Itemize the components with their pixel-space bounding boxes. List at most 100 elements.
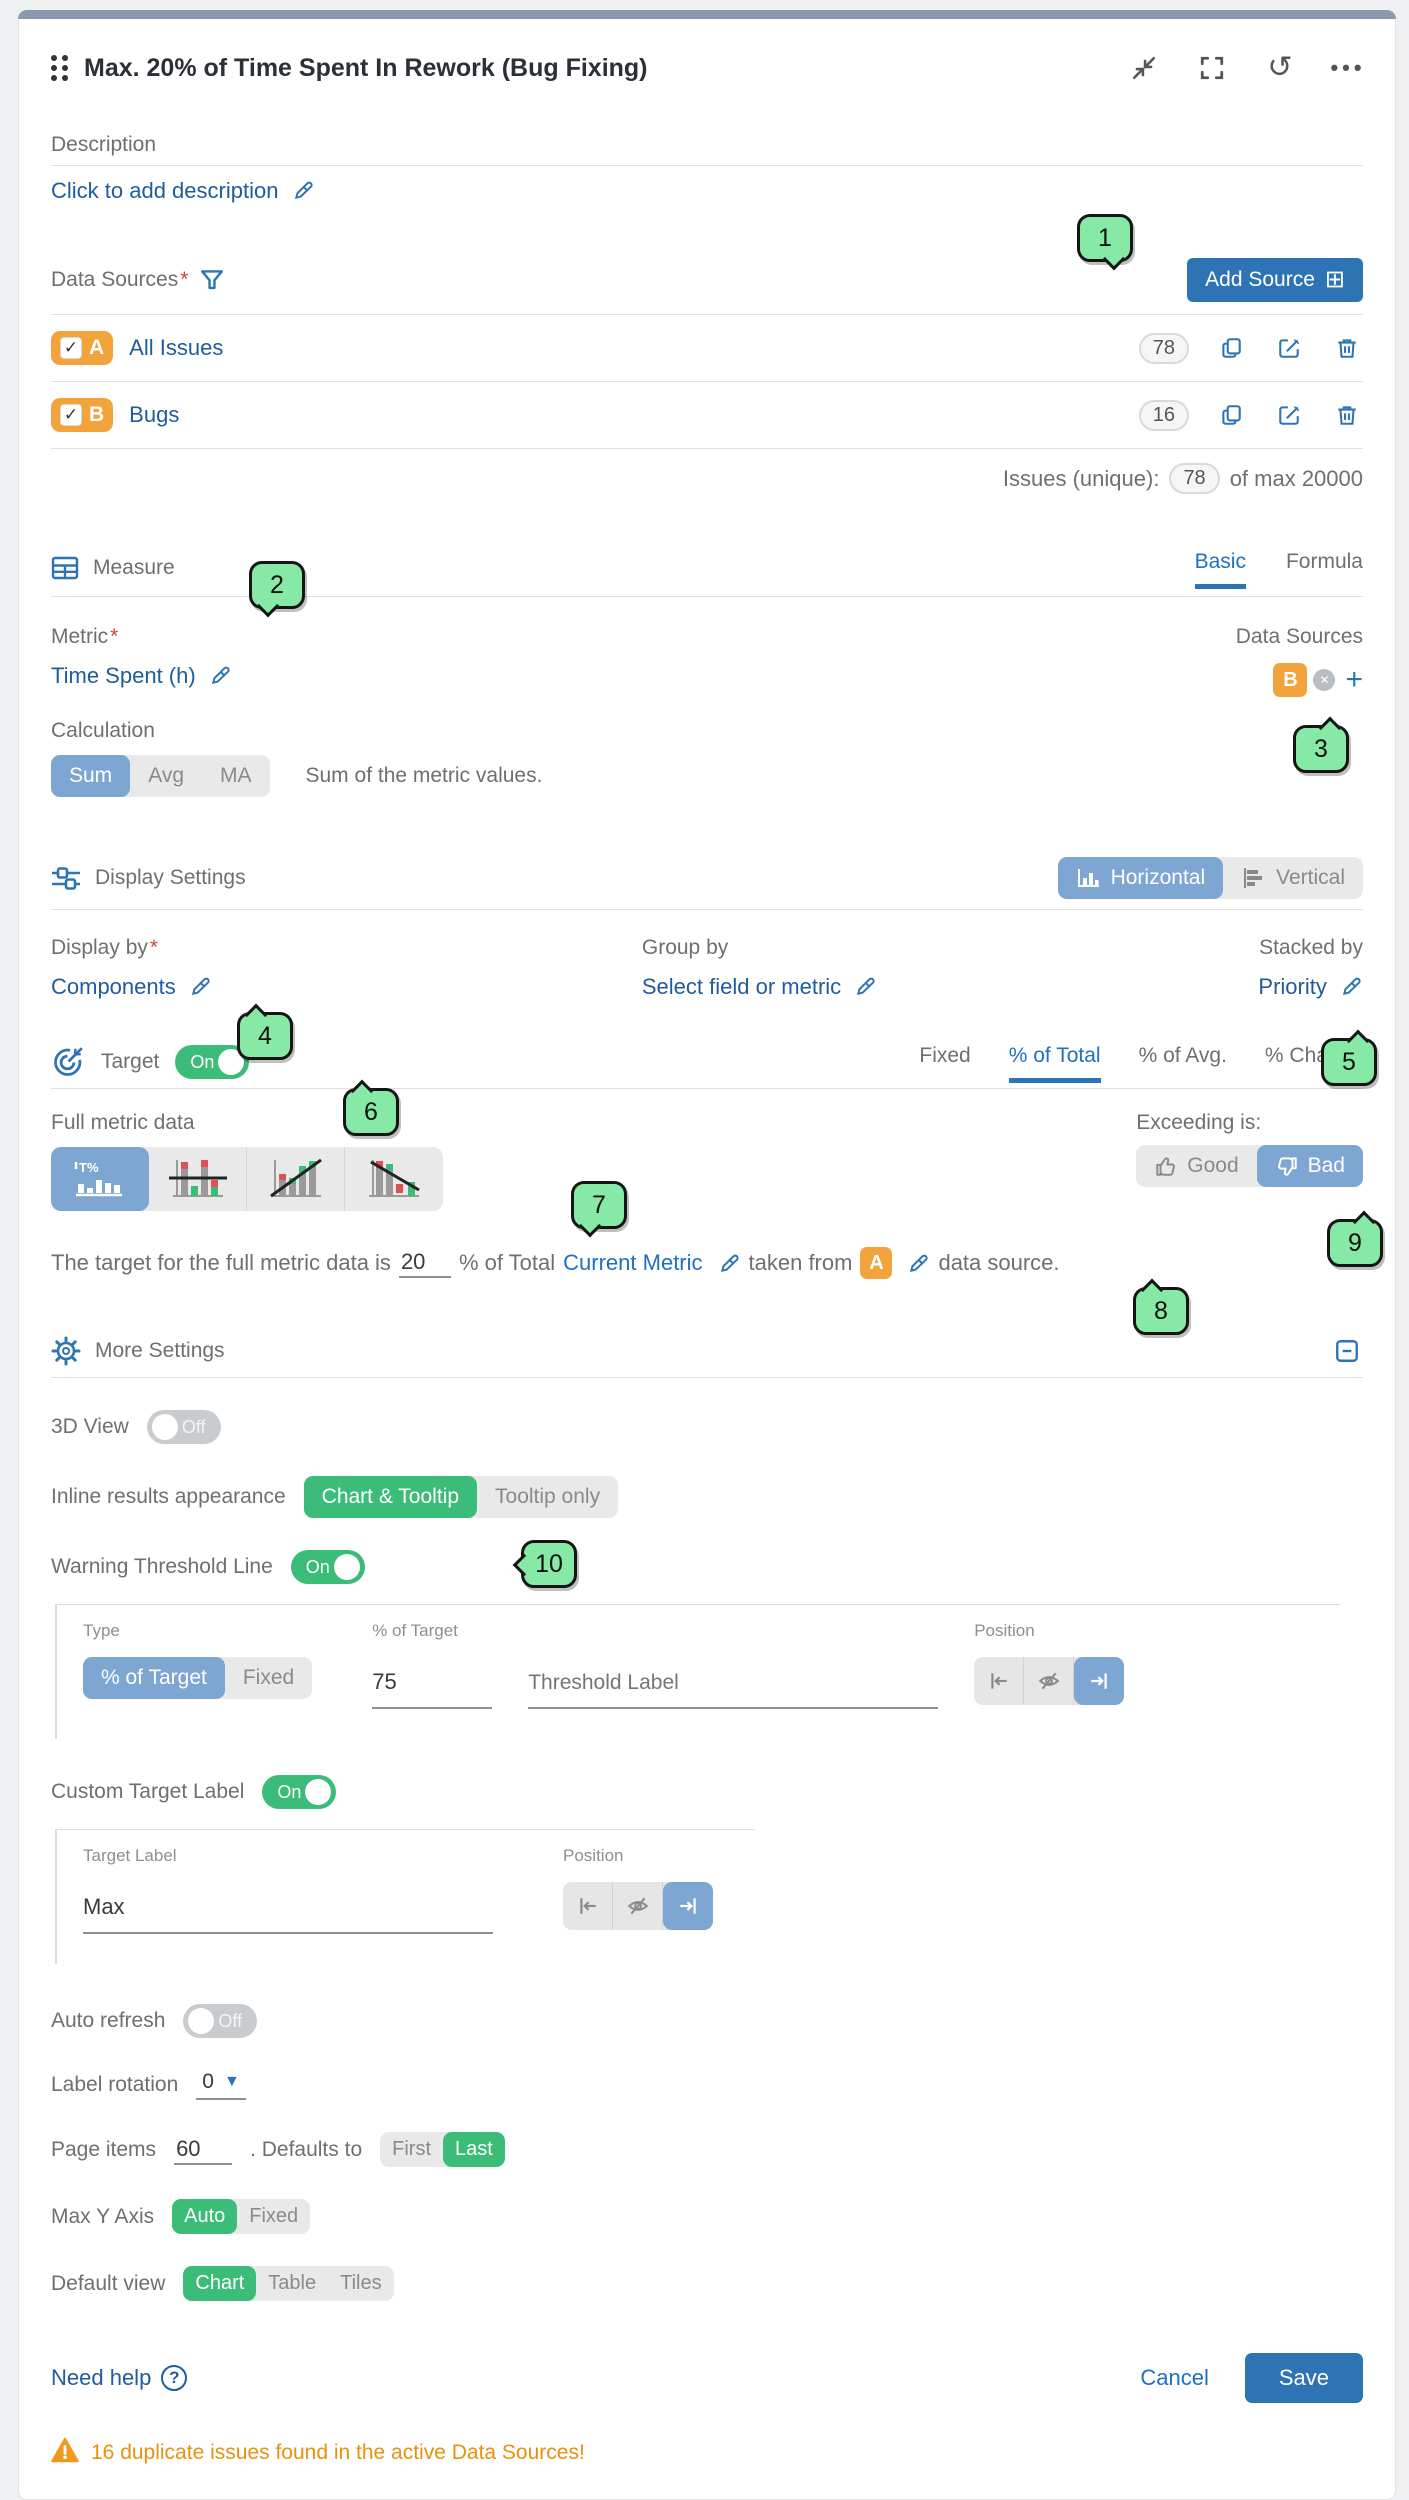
collapse-icon[interactable] <box>1129 53 1159 83</box>
target-section-label: Target <box>101 1050 160 1073</box>
need-help-link[interactable]: Need help ? <box>51 2365 188 2391</box>
target-value-input[interactable] <box>398 1248 451 1278</box>
target-toggle[interactable]: On <box>175 1045 250 1079</box>
orientation-vertical[interactable]: Vertical <box>1223 857 1363 899</box>
stacked-by-value[interactable]: Priority <box>1258 974 1327 999</box>
checkbox-check-icon[interactable]: ✓ <box>60 337 82 359</box>
target-sentence-tail: data source. <box>938 1250 1060 1275</box>
edit-pencil-icon[interactable] <box>293 179 315 201</box>
edit-group-by-pencil-icon[interactable] <box>855 975 877 997</box>
orientation-horizontal[interactable]: Horizontal <box>1057 857 1224 899</box>
edit-stacked-by-pencil-icon[interactable] <box>1341 975 1363 997</box>
default-view-table[interactable]: Table <box>268 2272 317 2294</box>
delete-source-icon[interactable] <box>1331 332 1363 364</box>
exceeding-good[interactable]: Good <box>1136 1145 1256 1187</box>
callout-9: 9 <box>1327 1219 1383 1267</box>
gadget-settings-card: Max. 20% of Time Spent In Rework (Bug Fi… <box>18 10 1396 2500</box>
source-a-checkbox[interactable]: ✓ A <box>51 331 114 365</box>
position-hidden-icon[interactable] <box>1024 1657 1075 1705</box>
chart-style-target-percent-icon[interactable]: T% <box>51 1147 149 1211</box>
inline-chart-tooltip[interactable]: Chart & Tooltip <box>303 1476 478 1518</box>
full-metric-style-group: T% <box>51 1147 443 1211</box>
edit-source-icon[interactable] <box>1273 332 1305 364</box>
target-label-input[interactable] <box>83 1882 493 1934</box>
collapse-section-icon[interactable] <box>1331 1335 1363 1367</box>
data-source-row: ✓ A All Issues 78 <box>51 315 1363 381</box>
defaults-first[interactable]: First <box>392 2138 432 2160</box>
calc-option-sum[interactable]: Sum <box>51 755 131 797</box>
pct-of-target-label: % of Target <box>372 1621 458 1640</box>
add-metric-source-icon[interactable]: + <box>1345 663 1363 696</box>
chart-style-threshold-line-icon[interactable] <box>149 1147 247 1211</box>
metric-source-badge-b[interactable]: B <box>1273 663 1308 697</box>
inline-tooltip-only[interactable]: Tooltip only <box>495 1485 601 1508</box>
display-by-label: Display by <box>51 936 148 959</box>
default-view-tiles[interactable]: Tiles <box>340 2272 382 2294</box>
current-metric-link[interactable]: Current Metric <box>563 1250 703 1275</box>
save-button[interactable]: Save <box>1244 2353 1363 2403</box>
source-b-checkbox[interactable]: ✓ B <box>51 398 114 432</box>
display-by-value[interactable]: Components <box>51 974 176 999</box>
source-b-name[interactable]: Bugs <box>129 402 180 427</box>
threshold-label-input[interactable] <box>528 1659 939 1709</box>
defaults-last[interactable]: Last <box>443 2132 505 2167</box>
default-view-chart[interactable]: Chart <box>183 2266 257 2301</box>
target-tab-pct-avg[interactable]: % of Avg. <box>1138 1044 1227 1067</box>
source-a-count: 78 <box>1138 332 1189 364</box>
add-description-link[interactable]: Click to add description <box>51 166 1363 204</box>
chart-style-ascending-target-icon[interactable] <box>247 1147 345 1211</box>
custom-position-label: Position <box>563 1846 624 1865</box>
edit-metric-pencil-icon[interactable] <box>210 664 232 686</box>
unique-count-badge: 78 <box>1169 463 1220 494</box>
clone-source-icon[interactable] <box>1215 332 1247 364</box>
auto-refresh-toggle[interactable]: Off <box>183 2004 258 2038</box>
checkbox-check-icon[interactable]: ✓ <box>60 404 82 426</box>
metric-value-link[interactable]: Time Spent (h) <box>51 663 196 688</box>
target-tab-fixed[interactable]: Fixed <box>919 1044 971 1067</box>
calculation-segmented: Sum Avg MA <box>51 755 270 797</box>
calc-option-ma[interactable]: MA <box>220 764 252 787</box>
drag-handle-icon[interactable] <box>51 55 68 81</box>
position-hidden-icon[interactable] <box>613 1882 663 1930</box>
warning-threshold-toggle[interactable]: On <box>290 1550 365 1584</box>
target-sentence-taken: taken from <box>748 1250 853 1275</box>
label-rotation-dropdown[interactable]: 0 ▼ <box>196 2070 246 2100</box>
header: Max. 20% of Time Spent In Rework (Bug Fi… <box>51 53 1363 83</box>
custom-target-toggle[interactable]: On <box>262 1775 337 1809</box>
measure-table-icon <box>51 555 79 581</box>
display-settings-sliders-icon <box>51 864 81 892</box>
calc-option-avg[interactable]: Avg <box>148 764 184 787</box>
edit-source-icon[interactable] <box>1273 399 1305 431</box>
clone-source-icon[interactable] <box>1215 399 1247 431</box>
add-source-button[interactable]: Add Source ⊞ <box>1187 258 1363 302</box>
target-source-badge-a[interactable]: A <box>860 1247 893 1279</box>
edit-target-source-pencil-icon[interactable] <box>908 1252 930 1274</box>
filter-icon[interactable] <box>196 264 228 296</box>
exceeding-bad[interactable]: Bad <box>1256 1145 1363 1187</box>
threshold-type-fixed[interactable]: Fixed <box>242 1666 295 1689</box>
position-right-icon[interactable] <box>663 1882 713 1930</box>
tab-basic[interactable]: Basic <box>1194 550 1246 589</box>
max-y-fixed[interactable]: Fixed <box>249 2205 299 2227</box>
source-a-name[interactable]: All Issues <box>129 335 224 360</box>
cancel-button[interactable]: Cancel <box>1140 2365 1209 2390</box>
group-by-value[interactable]: Select field or metric <box>641 974 842 999</box>
target-tab-pct-total[interactable]: % of Total <box>1008 1044 1101 1083</box>
delete-source-icon[interactable] <box>1331 399 1363 431</box>
threshold-type-pct[interactable]: % of Target <box>83 1657 225 1699</box>
remove-source-icon[interactable]: ✕ <box>1313 669 1336 691</box>
tab-formula[interactable]: Formula <box>1285 550 1363 573</box>
chart-style-descending-target-icon[interactable] <box>345 1147 443 1211</box>
page-items-input[interactable] <box>174 2134 233 2165</box>
more-menu-icon[interactable]: ••• <box>1330 55 1366 80</box>
edit-display-by-pencil-icon[interactable] <box>190 975 212 997</box>
max-y-auto[interactable]: Auto <box>172 2199 238 2234</box>
fullscreen-icon[interactable] <box>1197 53 1227 83</box>
reset-icon[interactable]: ↺ <box>1267 51 1293 84</box>
edit-current-metric-pencil-icon[interactable] <box>719 1252 741 1274</box>
position-right-icon[interactable] <box>1074 1657 1125 1705</box>
position-left-icon[interactable] <box>563 1882 613 1930</box>
3d-view-toggle[interactable]: Off <box>146 1410 221 1444</box>
pct-of-target-input[interactable] <box>372 1657 493 1709</box>
position-left-icon[interactable] <box>974 1657 1025 1705</box>
